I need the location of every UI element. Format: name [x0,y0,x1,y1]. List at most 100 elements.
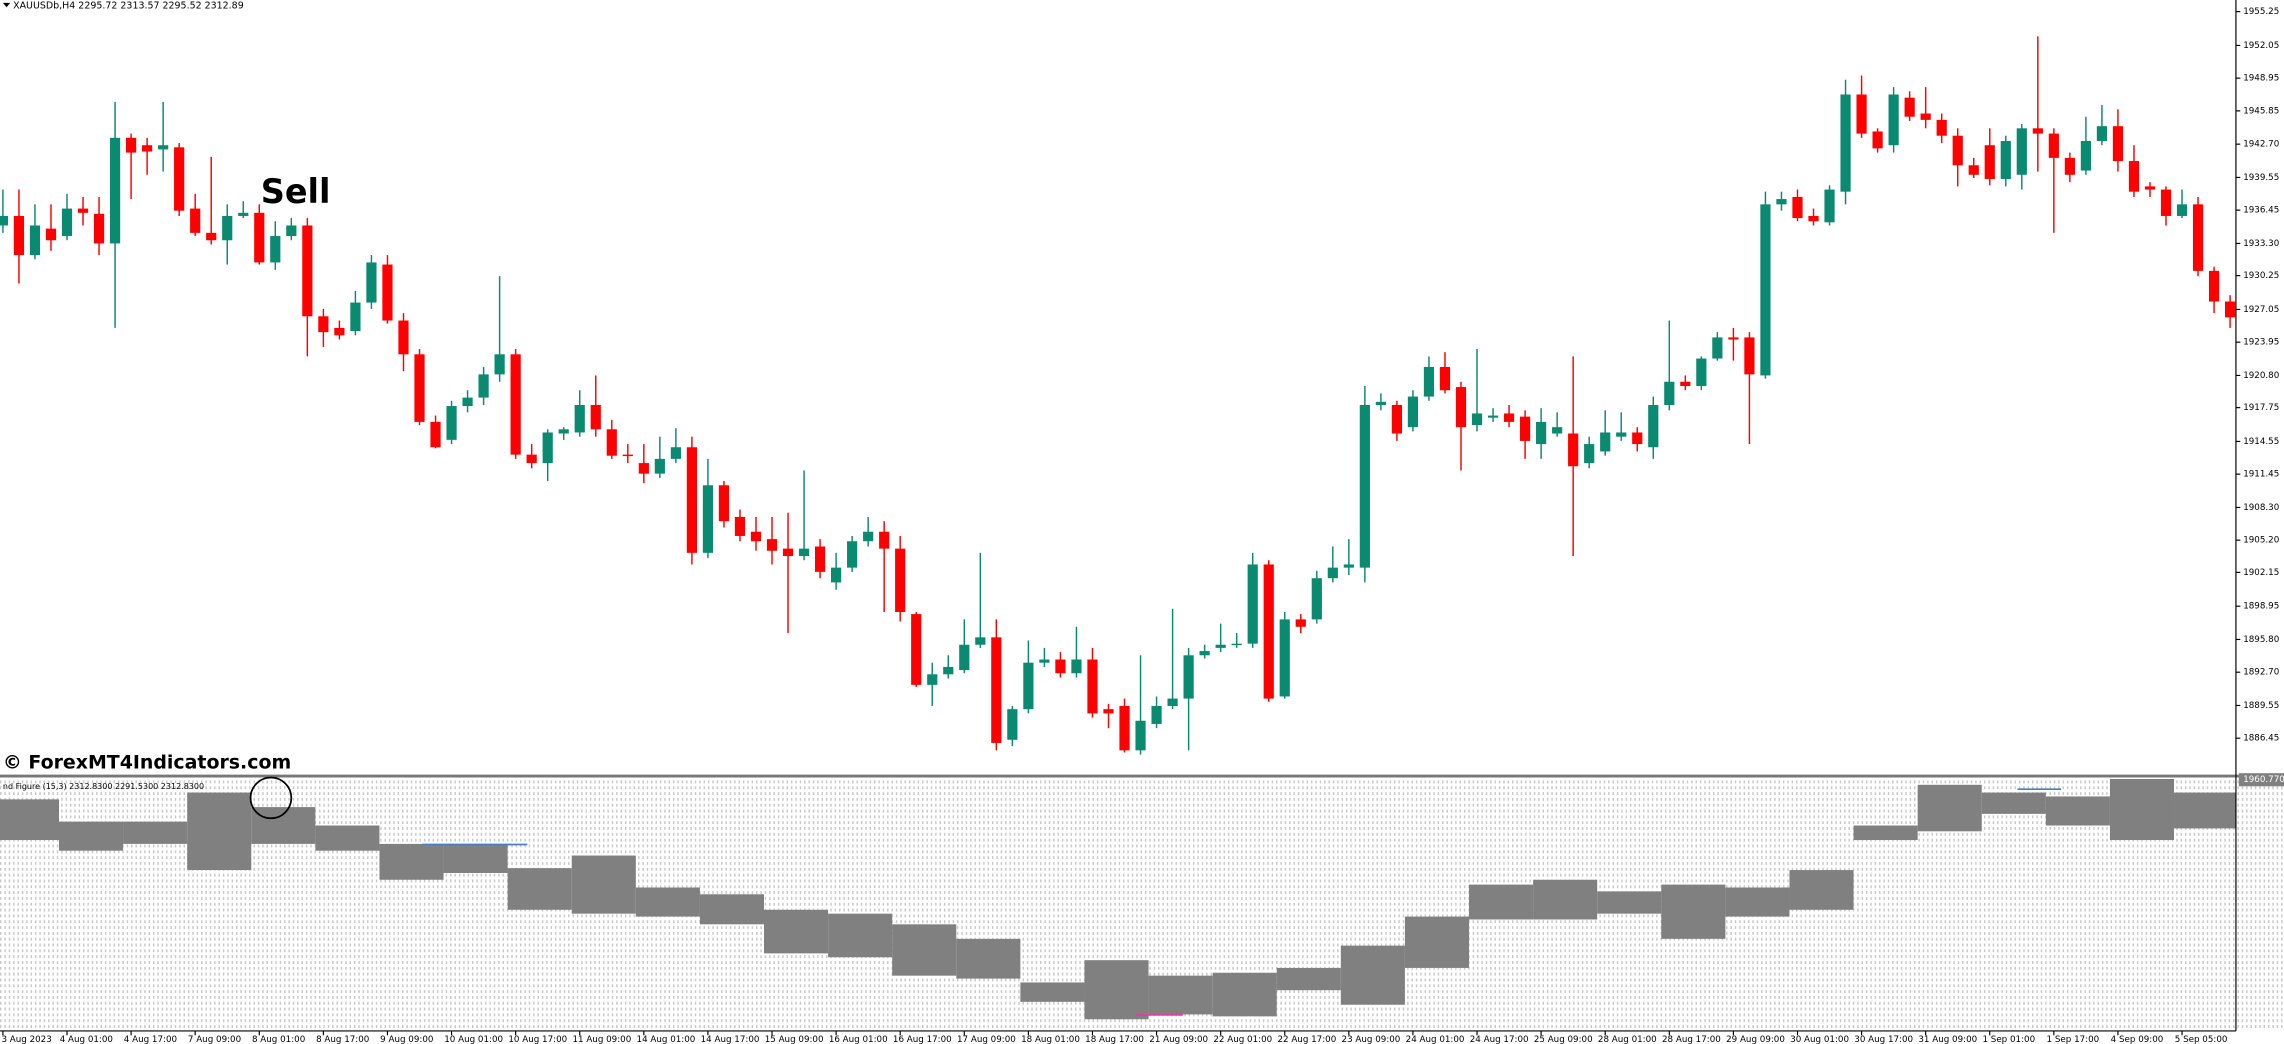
candle-body [1359,405,1370,568]
indicator-band [1404,916,1470,968]
indicator-band [315,825,380,851]
y-tick-label: 1895.80 [2243,635,2279,645]
x-tick-label: 8 Aug 01:00 [252,1035,305,1044]
x-tick-label: 4 Aug 01:00 [60,1035,113,1044]
candle-body [29,225,41,256]
candle-body [1071,659,1082,674]
candle-body [430,421,441,448]
menu-arrow[interactable] [2,2,11,8]
x-tick-label: 25 Aug 09:00 [1534,1035,1593,1044]
indicator-pane [0,778,2284,1031]
candle-body [494,354,505,375]
candle-body [1600,432,1611,452]
candle-body [510,354,521,455]
candle-body [1760,204,1771,376]
candle-body [590,405,601,430]
x-tick-label: 30 Aug 17:00 [1854,1035,1913,1044]
candle-body [1087,659,1098,714]
y-tick-label: 1892.70 [2243,668,2279,678]
y-tick-label: 1952.05 [2243,41,2279,51]
candle-body [702,485,714,553]
candle-body [1487,415,1499,418]
candle-body [1007,709,1018,740]
candle-body [895,548,906,612]
candle-body [1439,366,1451,391]
candle-body [2080,140,2091,171]
candle-body [0,215,9,226]
candle-body [670,447,681,459]
x-tick-label: 10 Aug 01:00 [444,1035,503,1044]
candle-body [1263,564,1274,699]
candle-body [206,232,217,241]
candle-body [2016,128,2027,175]
candle-body [109,137,121,244]
candle-body [654,458,665,474]
candle-body [1632,432,1643,445]
candle-body [398,320,409,355]
candle-body [798,548,810,557]
indicator-band [1981,792,2046,814]
candle-body [13,215,25,256]
x-tick-label: 15 Aug 09:00 [765,1035,824,1044]
candle-body [1055,659,1066,674]
y-tick-label: 1927.05 [2243,305,2279,315]
x-tick-label: 31 Aug 09:00 [1918,1035,1977,1044]
candle-body [1311,578,1322,620]
candle-body [1135,720,1146,751]
indicator-value-box [2238,773,2284,787]
candle-body [302,225,313,317]
x-tick-label: 9 Aug 09:00 [380,1035,433,1044]
x-tick-label: 5 Sep 05:00 [2175,1035,2228,1044]
candle-body [879,531,890,549]
x-tick-label: 28 Aug 01:00 [1598,1035,1657,1044]
candle-body [1455,387,1467,428]
indicator-band [1533,879,1598,920]
indicator-band [1276,967,1341,991]
candle-body [1792,196,1803,219]
candle-body [1936,119,1947,136]
indicator-band [699,894,765,925]
candle-body [2160,189,2172,216]
y-tick-label: 1936.45 [2243,206,2279,216]
x-tick-label: 10 Aug 17:00 [508,1035,567,1044]
indicator-value-label: 1960.770 [2243,775,2284,785]
candle-body [2144,186,2156,190]
indicator-axis-background [2235,778,2284,1031]
candle-body [1584,444,1595,464]
y-tick-label: 1920.80 [2243,371,2279,381]
candle-body [2064,157,2075,175]
y-tick-label: 1914.55 [2243,437,2279,447]
indicator-band [1853,825,1918,841]
candle-body [125,137,137,153]
candle-body [1568,433,1579,467]
symbol-header: XAUUSDb,H4 2295.72 2313.57 2295.52 2312.… [13,0,244,11]
x-tick-label: 30 Aug 01:00 [1790,1035,1849,1044]
candle-body [975,637,986,645]
candle-body [462,397,473,407]
indicator-band [0,799,59,841]
candle-body [1888,94,1899,146]
candle-body [1215,644,1226,648]
y-tick-label: 1917.75 [2243,403,2279,413]
candle-body [334,327,345,336]
indicator-band [1917,784,1982,832]
candle-body [991,637,1002,743]
indicator-band [956,938,1021,979]
y-tick-label: 1930.25 [2243,271,2279,281]
candle-body [718,485,730,522]
candle-body [222,215,233,241]
candle-body [2048,133,2059,158]
y-tick-label: 1955.25 [2243,7,2279,17]
candle-body [142,145,153,152]
candle-body [831,567,842,583]
indicator-band [58,821,124,851]
x-tick-label: 16 Aug 17:00 [893,1035,952,1044]
x-tick-label: 11 Aug 09:00 [572,1035,631,1044]
candle-body [61,208,73,237]
x-tick-label: 23 Aug 09:00 [1342,1035,1401,1044]
y-tick-label: 1945.85 [2243,106,2279,116]
candle-body [1519,416,1531,441]
indicator-band [1725,887,1790,917]
indicator-label: nd Figure (15,3) 2312.8300 2291.5300 231… [3,782,204,791]
highlight-circle [249,776,293,820]
